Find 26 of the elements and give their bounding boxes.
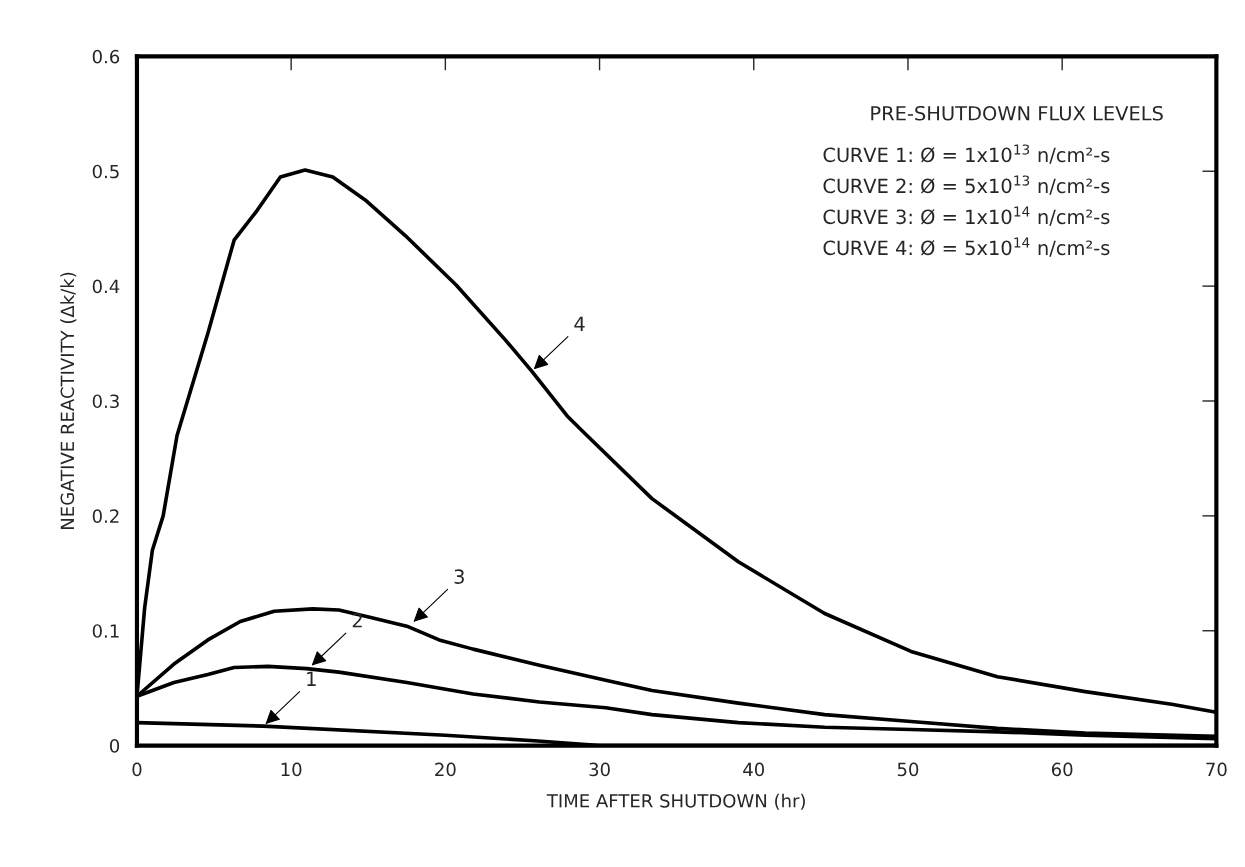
annotation: CURVE 3: Ø = 1x10$^{14}$ n/cm²-s [823, 206, 1110, 226]
y-tick-label: 0.2 [92, 509, 119, 523]
annotation: 3 [454, 569, 464, 584]
annotation: 2 [352, 612, 362, 628]
annotation: CURVE 4: Ø = 5x10$^{14}$ n/cm²-s [823, 237, 1110, 257]
annotation: CURVE 2: Ø = 5x10$^{13}$ n/cm²-s [823, 175, 1110, 195]
y-tick-label: 0.6 [92, 49, 120, 64]
x-tick-label: 60 [1051, 762, 1073, 777]
x-tick-label: 20 [435, 762, 456, 777]
annotation: PRE-SHUTDOWN FLUX LEVELS [871, 105, 1163, 121]
annotation: CURVE 1: Ø = 1x10$^{13}$ n/cm²-s [823, 144, 1110, 164]
annotation: 4 [574, 316, 585, 331]
y-tick-label: 0.3 [92, 394, 119, 409]
y-tick-label: 0.1 [92, 624, 119, 638]
x-axis-title: TIME AFTER SHUTDOWN (hr) [546, 793, 805, 810]
x-tick-label: 0 [132, 762, 142, 777]
annotation: 1 [307, 671, 316, 686]
y-tick-label: 0.4 [92, 279, 120, 294]
y-tick-label: 0.5 [92, 164, 119, 179]
y-tick-label: 0 [109, 739, 120, 753]
x-tick-label: 10 [281, 762, 302, 777]
y-axis-title: NEGATIVE REACTIVITY (Δk/k) [60, 272, 77, 529]
x-tick-label: 50 [897, 762, 919, 777]
x-tick-label: 70 [1206, 762, 1227, 777]
x-tick-label: 30 [589, 762, 610, 777]
x-tick-label: 40 [743, 762, 765, 777]
